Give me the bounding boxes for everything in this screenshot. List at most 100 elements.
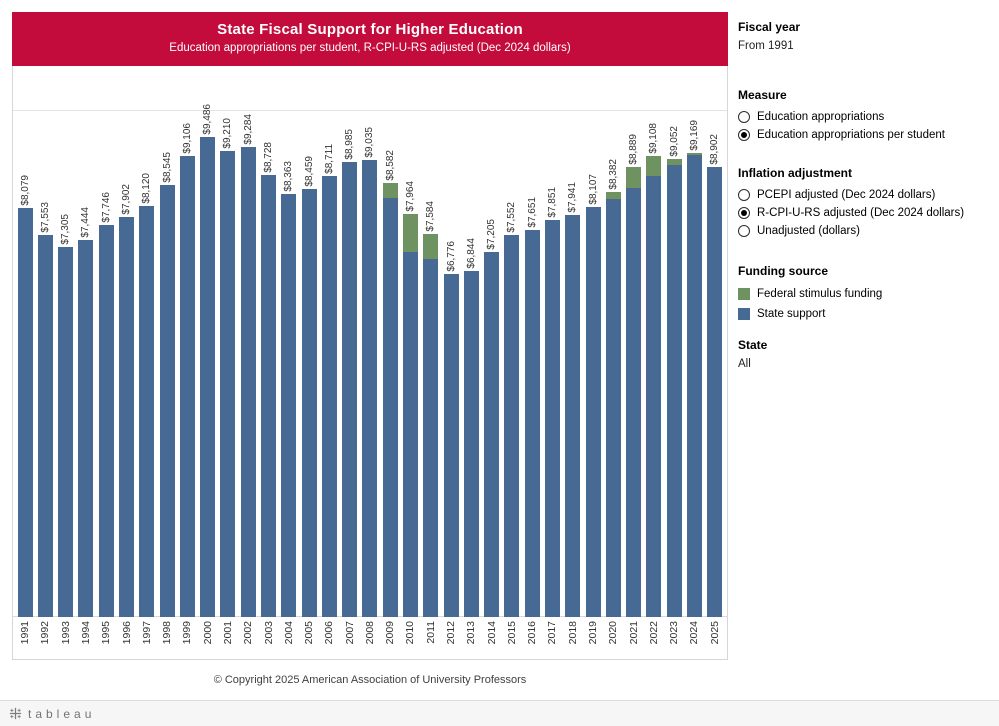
bar-segment-state-support[interactable] [261,175,277,617]
bar[interactable] [342,162,358,617]
bar-group-1993[interactable]: $7,305 1993 [56,66,76,659]
bar[interactable] [626,167,642,617]
bar-group-2019[interactable]: $8,107 2019 [583,66,603,659]
bar-segment-state-support[interactable] [484,252,500,617]
bar-group-2002[interactable]: $9,284 2002 [238,66,258,659]
radio-icon[interactable] [738,225,750,237]
bar[interactable] [58,247,74,617]
bar-group-2004[interactable]: $8,363 2004 [279,66,299,659]
bar-segment-state-support[interactable] [37,235,53,617]
bar[interactable] [402,214,418,617]
bar-segment-state-support[interactable] [220,151,236,617]
bar-group-2006[interactable]: $8,711 2006 [319,66,339,659]
radio-icon[interactable] [738,189,750,201]
bar-segment-state-support[interactable] [240,147,256,617]
radio-icon[interactable] [738,207,750,219]
bar-group-2024[interactable]: $9,169 2024 [684,66,704,659]
bar-segment-federal-stimulus[interactable] [666,159,682,165]
bar[interactable] [78,240,94,617]
bar-group-2025[interactable]: $8,902 2025 [705,66,725,659]
bar-group-2012[interactable]: $6,776 2012 [441,66,461,659]
bar-group-1994[interactable]: $7,444 1994 [76,66,96,659]
bar-segment-state-support[interactable] [159,185,175,617]
bar[interactable] [119,217,135,617]
bar-segment-state-support[interactable] [98,225,114,617]
bar-group-2023[interactable]: $9,052 2023 [664,66,684,659]
bar-segment-state-support[interactable] [58,247,74,617]
bar-segment-state-support[interactable] [423,259,439,617]
bar[interactable] [179,156,195,617]
bar-segment-state-support[interactable] [179,156,195,617]
bar-group-2003[interactable]: $8,728 2003 [258,66,278,659]
radio-rcpi-urs-adjusted[interactable]: R-CPI-U-RS adjusted (Dec 2024 dollars) [738,204,995,222]
bar-segment-state-support[interactable] [707,167,723,617]
bar-group-2009[interactable]: $8,582 2009 [380,66,400,659]
bar[interactable] [443,274,459,617]
bar-group-1998[interactable]: $8,545 1998 [157,66,177,659]
bar-group-2021[interactable]: $8,889 2021 [623,66,643,659]
radio-education-appropriations-per-student[interactable]: Education appropriations per student [738,126,995,144]
bar-group-2005[interactable]: $8,459 2005 [299,66,319,659]
bar[interactable] [484,252,500,617]
bar-group-1999[interactable]: $9,106 1999 [177,66,197,659]
radio-pcepi-adjusted[interactable]: PCEPI adjusted (Dec 2024 dollars) [738,186,995,204]
bar-group-2022[interactable]: $9,108 2022 [644,66,664,659]
bar[interactable] [301,189,317,617]
bar-segment-state-support[interactable] [119,217,135,617]
bar-segment-state-support[interactable] [666,165,682,617]
bar-segment-state-support[interactable] [646,176,662,617]
bar-segment-state-support[interactable] [301,189,317,617]
bar[interactable] [646,156,662,617]
bar[interactable] [605,192,621,617]
bar[interactable] [261,175,277,617]
bar-segment-state-support[interactable] [626,188,642,617]
bar-segment-state-support[interactable] [443,274,459,617]
bar[interactable] [37,235,53,617]
bar-group-2018[interactable]: $7,941 2018 [563,66,583,659]
bar-segment-federal-stimulus[interactable] [423,234,439,259]
bar-segment-state-support[interactable] [139,206,155,617]
bar[interactable] [139,206,155,617]
bar-segment-state-support[interactable] [17,208,33,617]
bar-segment-state-support[interactable] [362,160,378,617]
bar-group-2001[interactable]: $9,210 2001 [218,66,238,659]
bar-segment-federal-stimulus[interactable] [382,183,398,198]
bar-group-1996[interactable]: $7,902 1996 [116,66,136,659]
bar-segment-state-support[interactable] [382,198,398,617]
bar[interactable] [666,159,682,617]
bar-segment-federal-stimulus[interactable] [626,167,642,188]
radio-unadjusted[interactable]: Unadjusted (dollars) [738,222,995,240]
bar-group-2007[interactable]: $8,985 2007 [340,66,360,659]
bar[interactable] [524,230,540,617]
bar[interactable] [220,151,236,617]
bar-segment-federal-stimulus[interactable] [686,153,702,155]
bar-segment-state-support[interactable] [402,252,418,617]
bar[interactable] [321,176,337,617]
bar-segment-state-support[interactable] [605,199,621,617]
radio-icon[interactable] [738,111,750,123]
bar[interactable] [98,225,114,617]
bar[interactable] [463,271,479,617]
bar-group-2010[interactable]: $7,964 2010 [400,66,420,659]
bar-segment-state-support[interactable] [463,271,479,617]
bar-segment-state-support[interactable] [78,240,94,617]
bar-segment-state-support[interactable] [585,207,601,617]
bar-group-2014[interactable]: $7,205 2014 [481,66,501,659]
bar-group-2020[interactable]: $8,382 2020 [603,66,623,659]
legend-item-federal-stimulus[interactable]: Federal stimulus funding [738,284,995,304]
bar-segment-federal-stimulus[interactable] [402,214,418,252]
bar-segment-federal-stimulus[interactable] [646,156,662,176]
bar[interactable] [240,147,256,617]
bar-group-1997[interactable]: $8,120 1997 [137,66,157,659]
bar[interactable] [504,235,520,617]
bar-segment-state-support[interactable] [565,215,581,617]
bar[interactable] [362,160,378,617]
bar[interactable] [423,234,439,617]
bar-group-1991[interactable]: $8,079 1991 [15,66,35,659]
bar[interactable] [159,185,175,617]
bar-group-2000[interactable]: $9,486 2000 [198,66,218,659]
bar-segment-state-support[interactable] [281,194,297,617]
bar-group-1995[interactable]: $7,746 1995 [96,66,116,659]
bar-segment-federal-stimulus[interactable] [605,192,621,199]
bar[interactable] [281,194,297,617]
